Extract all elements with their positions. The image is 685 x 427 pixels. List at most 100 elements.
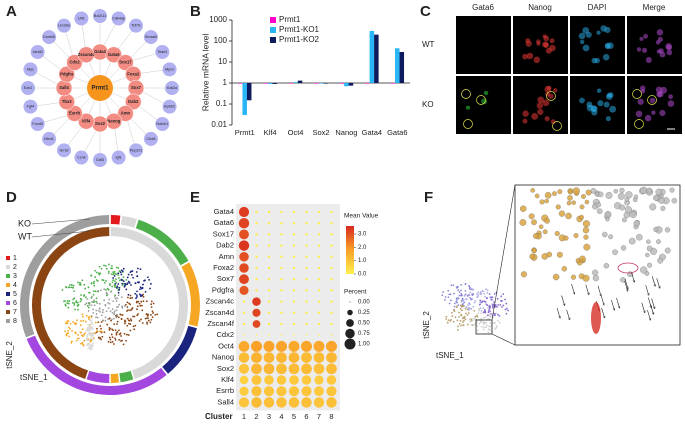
ring-label: KO — [18, 218, 31, 228]
node-label: Smad4 — [145, 35, 157, 39]
node-label: Tbx3 — [62, 99, 72, 104]
cell-point — [105, 267, 108, 270]
dot — [317, 244, 321, 247]
size-label: 0.75 — [358, 331, 370, 337]
cell-point — [91, 331, 94, 334]
velocity-arrow — [656, 278, 660, 288]
cell-point — [570, 274, 577, 280]
cell-point — [476, 314, 479, 317]
cell-point — [87, 310, 90, 312]
cell — [604, 42, 611, 49]
node — [129, 143, 143, 158]
cell-point — [118, 303, 121, 306]
cell-point — [87, 306, 90, 309]
gene-label: Gata6 — [214, 218, 234, 227]
cell-point — [127, 334, 130, 336]
dot — [280, 210, 283, 214]
cell-point — [93, 304, 96, 307]
cell-point — [129, 297, 132, 299]
cell-point — [88, 304, 91, 306]
cell-point — [612, 249, 618, 256]
cell-point — [130, 274, 133, 276]
legend-swatch — [6, 265, 10, 269]
cell — [636, 47, 642, 52]
legend-swatch — [6, 256, 10, 260]
cell-point — [501, 306, 503, 308]
cell — [522, 110, 529, 117]
cluster-label: 6 — [304, 412, 308, 421]
cell-point — [124, 303, 127, 306]
cell-point — [113, 317, 115, 320]
cell-point — [472, 288, 475, 291]
legend-label: 4 — [13, 282, 17, 289]
cell-point — [486, 289, 489, 292]
cell-point — [107, 318, 109, 320]
cell-point — [470, 323, 473, 326]
cell-point — [131, 296, 134, 299]
cell-point — [89, 323, 92, 325]
cell-point — [117, 283, 120, 285]
cell-point — [77, 303, 80, 306]
cell-point — [480, 310, 483, 312]
cell-point — [95, 309, 98, 312]
cell-point — [446, 321, 449, 324]
legend-swatch — [6, 301, 10, 305]
cell-point — [656, 239, 661, 244]
dot — [238, 240, 250, 251]
cell-point — [86, 298, 88, 300]
cell-point — [460, 305, 463, 308]
dot — [238, 397, 250, 408]
channel-label: DAPI — [588, 3, 607, 12]
cell-point — [127, 280, 130, 283]
cell-point — [653, 194, 660, 201]
cell-point — [141, 309, 144, 312]
cell-point — [73, 290, 75, 293]
cell-point — [114, 272, 117, 275]
cell-point — [115, 273, 118, 275]
cell-point — [505, 302, 508, 305]
cell-point — [134, 292, 137, 295]
cell-point — [466, 323, 469, 326]
cell-point — [110, 267, 112, 270]
node — [143, 131, 158, 146]
cell-point — [104, 316, 107, 319]
cell-point — [463, 295, 466, 297]
dot — [317, 210, 321, 214]
cell-point — [90, 274, 93, 277]
dot — [330, 255, 333, 259]
cell-point — [460, 294, 463, 297]
velocity-arrow — [600, 294, 604, 305]
size-label: 0.00 — [358, 300, 370, 306]
cell — [639, 85, 646, 91]
cell-point — [88, 338, 91, 341]
node — [93, 9, 107, 23]
cell-point — [70, 286, 73, 289]
legend-label: Prmt1-KO2 — [279, 35, 320, 44]
size-key — [345, 328, 355, 339]
ring-segment — [20, 215, 110, 338]
cell-point — [126, 306, 129, 308]
cell — [542, 99, 550, 107]
cell-point — [671, 197, 678, 204]
cell-point — [114, 297, 117, 300]
cell-point — [140, 300, 143, 303]
cell-point — [489, 325, 492, 328]
bar — [318, 83, 324, 84]
cell-point — [136, 267, 139, 270]
dot — [330, 233, 333, 236]
cell-point — [124, 319, 126, 322]
legend-label: 2 — [13, 264, 17, 271]
cell-point — [65, 286, 68, 289]
cell-point — [581, 194, 586, 199]
cell-point — [448, 293, 451, 296]
node — [117, 105, 134, 122]
cell-point — [505, 312, 508, 315]
cell-point — [91, 339, 94, 341]
cell-point — [126, 283, 128, 286]
cell-point — [66, 300, 69, 302]
bar — [272, 83, 277, 84]
cell-point — [142, 293, 144, 296]
cell-point — [483, 300, 486, 303]
dot — [289, 375, 299, 385]
cell-point — [460, 284, 462, 286]
